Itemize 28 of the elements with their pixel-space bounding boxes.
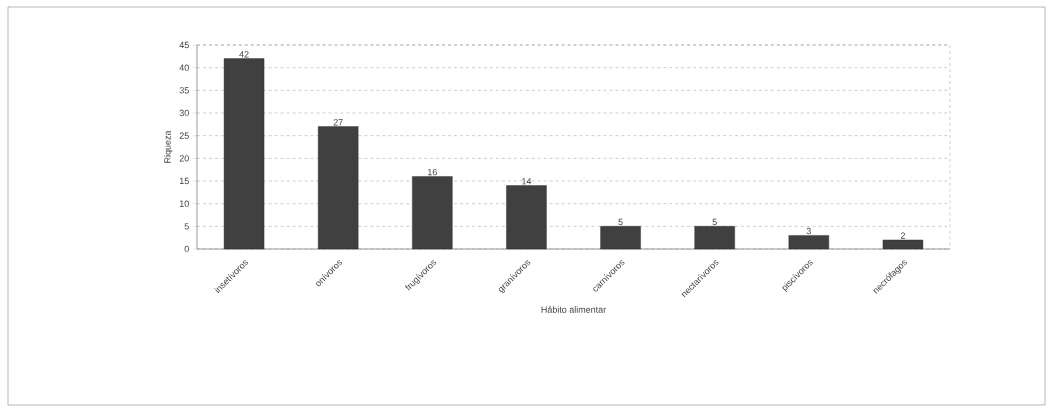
y-tick-label: 40: [179, 64, 189, 71]
bar: [694, 226, 735, 250]
y-tick-label: 5: [184, 223, 189, 230]
data-label: 5: [712, 218, 717, 226]
y-tick-label: 30: [179, 109, 189, 117]
data-label: 14: [522, 178, 532, 185]
data-label: 16: [428, 168, 437, 176]
bar: [882, 239, 924, 250]
y-tick-label: 15: [179, 177, 189, 185]
data-label: 27: [333, 119, 343, 126]
bar: [317, 126, 359, 250]
bar: [506, 185, 547, 250]
data-label: 5: [618, 218, 623, 226]
data-label: 42: [239, 51, 249, 58]
bar: [600, 226, 641, 250]
data-label: 3: [806, 227, 811, 235]
y-tick-label: 45: [179, 41, 189, 49]
y-tick-label: 35: [179, 87, 189, 94]
x-axis-title: Hábito alimentar: [541, 306, 606, 313]
bar: [788, 235, 830, 250]
y-tick-label: 20: [179, 155, 189, 162]
bar: [223, 58, 265, 250]
y-tick-label: 25: [179, 132, 189, 139]
data-label: 2: [900, 232, 905, 239]
y-tick-label: 0: [184, 245, 189, 253]
y-axis-title: Riqueza: [164, 130, 173, 163]
bar: [412, 176, 453, 250]
y-tick-label: 10: [179, 200, 189, 207]
